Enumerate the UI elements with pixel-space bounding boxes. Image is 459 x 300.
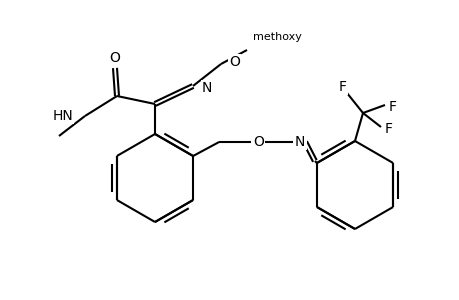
Text: F: F <box>338 80 346 94</box>
Text: N: N <box>295 135 305 149</box>
Text: HN: HN <box>52 109 73 123</box>
Text: O: O <box>109 51 120 65</box>
Text: F: F <box>388 100 396 114</box>
Text: N: N <box>202 81 212 95</box>
Text: F: F <box>384 122 392 136</box>
Text: O: O <box>229 55 239 69</box>
Text: methoxy: methoxy <box>252 32 301 42</box>
Text: O: O <box>252 135 263 149</box>
